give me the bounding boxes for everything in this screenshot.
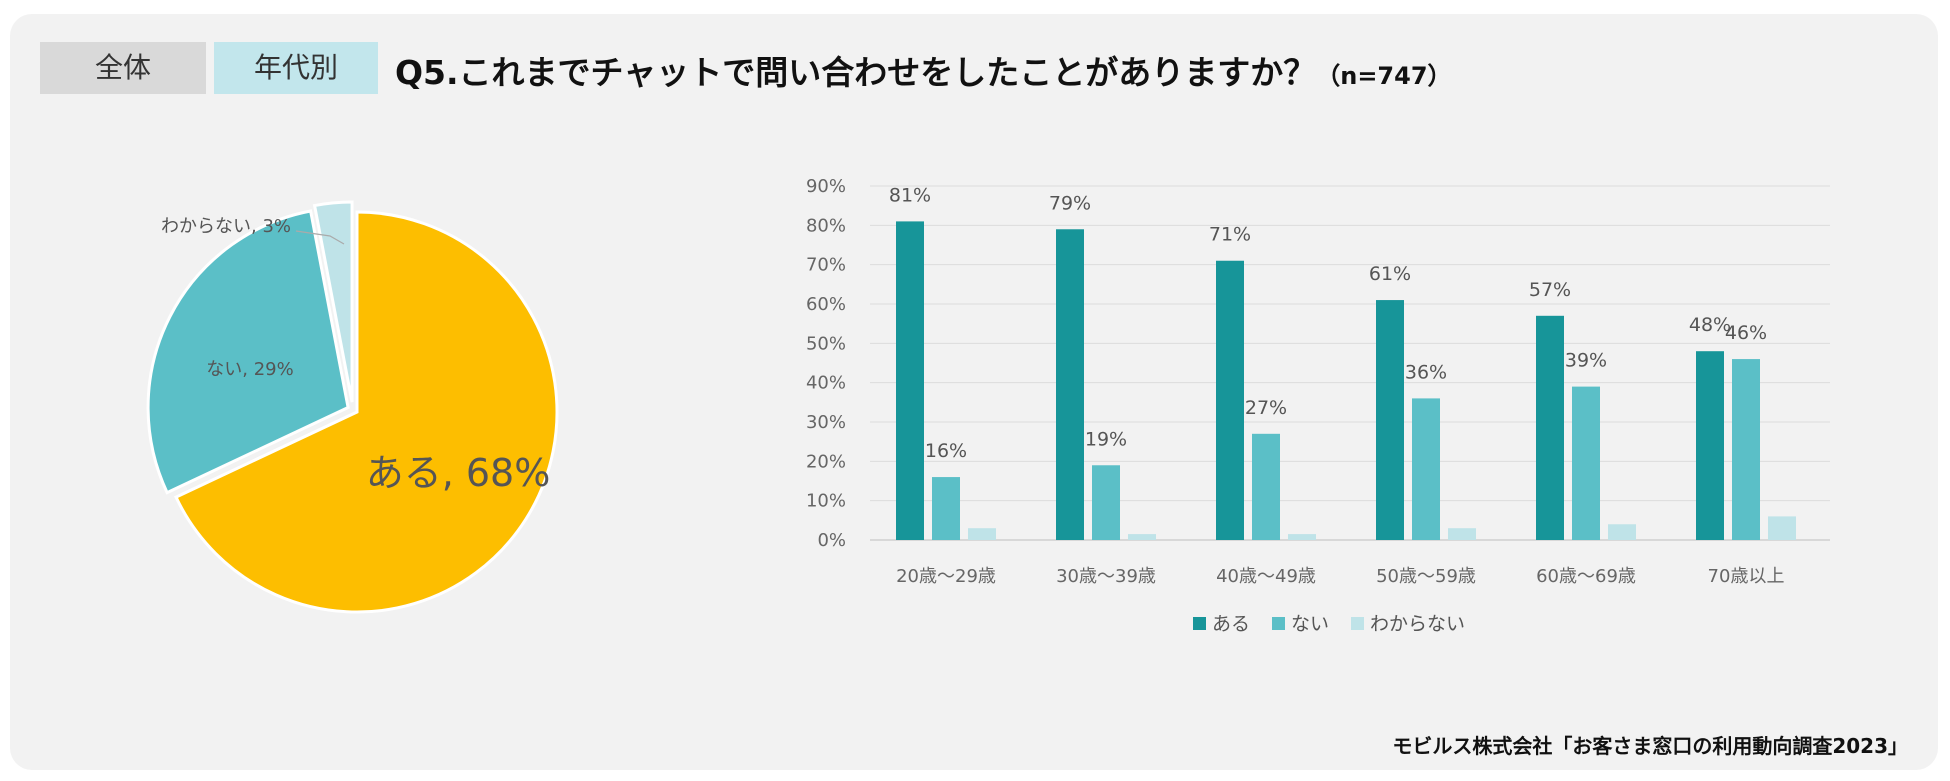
legend-label-nai: ない	[1291, 613, 1329, 635]
data-label-nai: 16%	[925, 440, 967, 462]
y-tick-label: 80%	[806, 215, 846, 236]
bar-aru	[1056, 229, 1084, 540]
legend-swatch-aru	[1193, 617, 1206, 630]
y-tick-label: 50%	[806, 333, 846, 354]
bar-wakaranai	[968, 528, 996, 540]
data-label-aru: 48%	[1689, 314, 1731, 336]
pie-slice-wakaranai	[312, 200, 354, 403]
bar-nai	[1732, 359, 1760, 540]
data-label-nai: 36%	[1405, 361, 1447, 383]
bar-aru	[1216, 260, 1244, 540]
pie-leader-line	[295, 230, 345, 245]
bar-wakaranai	[1608, 524, 1636, 540]
y-tick-label: 60%	[806, 294, 846, 315]
y-tick-label: 70%	[806, 255, 846, 276]
bar-nai	[1412, 398, 1440, 540]
data-label-aru: 79%	[1049, 192, 1091, 214]
data-label-nai: 19%	[1085, 428, 1127, 450]
x-tick-label: 50歳～59歳	[1376, 566, 1476, 587]
x-tick-label: 30歳～39歳	[1056, 566, 1156, 587]
data-label-aru: 61%	[1369, 263, 1411, 285]
bar-aru	[896, 221, 924, 540]
source-credit: モビルス株式会社「お客さま窓口の利用動向調査2023」	[1392, 734, 1908, 758]
y-tick-label: 0%	[817, 530, 846, 551]
data-label-aru: 81%	[889, 184, 931, 206]
tab-overall[interactable]: 全体	[40, 42, 206, 94]
y-tick-label: 90%	[806, 176, 846, 197]
tab-by-age[interactable]: 年代別	[214, 42, 378, 94]
pie-label-wakaranai: わからない, 3%	[161, 216, 291, 237]
legend-swatch-nai	[1272, 617, 1285, 630]
bar-nai	[932, 477, 960, 540]
legend-label-wakaranai: わからない	[1370, 613, 1465, 635]
bar-wakaranai	[1768, 516, 1796, 540]
data-label-aru: 57%	[1529, 279, 1571, 301]
pie-slice-nai	[146, 209, 350, 495]
data-label-nai: 27%	[1245, 397, 1287, 419]
legend-label-aru: ある	[1212, 613, 1250, 635]
bar-wakaranai	[1128, 534, 1156, 540]
pie-label-nai: ない, 29%	[206, 359, 293, 380]
pie-slice-aru	[174, 210, 559, 614]
y-tick-label: 30%	[806, 412, 846, 433]
data-label-aru: 71%	[1209, 224, 1251, 246]
y-tick-label: 40%	[806, 373, 846, 394]
x-tick-label: 70歳以上	[1708, 566, 1785, 587]
question-title: Q5.これまでチャットで問い合わせをしたことがありますか？	[395, 53, 1317, 92]
pie-label-aru: ある, 68%	[366, 451, 551, 495]
page-title: Q5.これまでチャットで問い合わせをしたことがありますか？（n=747）	[395, 46, 1452, 94]
bar-nai	[1252, 433, 1280, 540]
bar-nai	[1092, 465, 1120, 540]
sample-size: （n=747）	[1316, 62, 1452, 90]
bar-aru	[1376, 300, 1404, 540]
bar-nai	[1572, 386, 1600, 540]
bar-wakaranai	[1448, 528, 1476, 540]
x-tick-label: 60歳～69歳	[1536, 566, 1636, 587]
x-tick-label: 40歳～49歳	[1216, 566, 1316, 587]
y-tick-label: 10%	[806, 491, 846, 512]
bar-aru	[1696, 351, 1724, 540]
legend-swatch-wakaranai	[1351, 617, 1364, 630]
data-label-nai: 46%	[1725, 322, 1767, 344]
y-tick-label: 20%	[806, 451, 846, 472]
data-label-nai: 39%	[1565, 350, 1607, 372]
bar-aru	[1536, 315, 1564, 540]
bar-wakaranai	[1288, 534, 1316, 540]
x-tick-label: 20歳～29歳	[896, 566, 996, 587]
